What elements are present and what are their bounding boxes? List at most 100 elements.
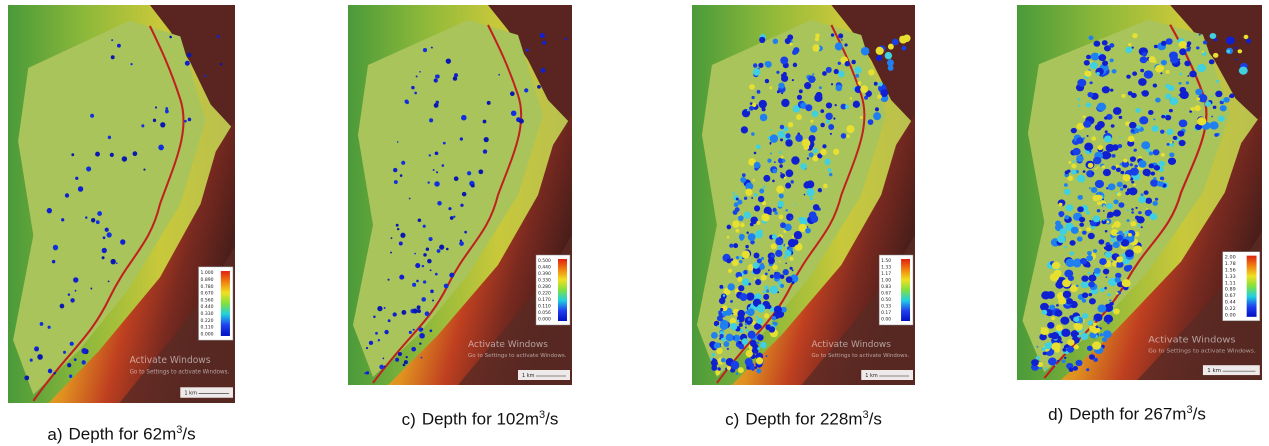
- flood-cell: [519, 119, 524, 124]
- flood-cell: [874, 82, 878, 86]
- flood-cell: [1072, 148, 1080, 155]
- flood-cell: [846, 125, 854, 133]
- flood-cell: [453, 216, 455, 218]
- flood-cell: [1104, 116, 1108, 119]
- flood-cell: [851, 60, 855, 65]
- flood-cell: [68, 293, 70, 296]
- flood-cell: [67, 363, 71, 367]
- flood-cell: [1229, 94, 1234, 99]
- flood-cell: [437, 249, 441, 253]
- watermark: Activate Windows: [468, 340, 548, 350]
- flood-cell: [110, 153, 114, 157]
- flood-cell: [425, 311, 430, 316]
- flood-cell: [756, 357, 763, 364]
- flood-cell: [754, 152, 757, 155]
- flood-cell: [1076, 123, 1084, 130]
- flood-cell: [1091, 53, 1100, 61]
- flood-cell: [786, 169, 794, 177]
- legend-label: 1.50: [881, 258, 891, 264]
- flood-cell: [53, 372, 55, 374]
- flood-cell: [1097, 305, 1106, 313]
- flood-cell: [1077, 335, 1080, 338]
- flood-cell: [737, 200, 742, 205]
- legend-label: 0.280: [538, 284, 551, 290]
- flood-cell: [1114, 221, 1121, 228]
- legend-label: 0.500: [538, 258, 551, 264]
- flood-cell: [1123, 184, 1127, 188]
- flood-cell: [779, 261, 781, 263]
- flood-cell: [1168, 85, 1175, 91]
- flood-cell: [1226, 36, 1235, 44]
- flood-cell: [429, 237, 433, 241]
- flood-cell: [1168, 158, 1176, 165]
- flood-cell: [1064, 215, 1069, 219]
- flood-cell: [1102, 86, 1110, 93]
- flood-cell: [770, 213, 772, 215]
- flood-cell: [711, 365, 717, 371]
- flood-cell: [746, 366, 749, 369]
- flood-cell: [111, 259, 116, 265]
- flood-cell: [369, 341, 373, 345]
- flood-cell: [793, 63, 797, 67]
- flood-cell: [1113, 308, 1120, 314]
- flood-cell: [779, 164, 783, 168]
- flood-cell: [1196, 97, 1200, 100]
- flood-cell: [1077, 79, 1086, 87]
- flood-cell: [1082, 292, 1088, 298]
- flood-cell: [1187, 75, 1189, 77]
- flood-cell: [822, 71, 827, 76]
- caption-text: Depth for 102m: [422, 410, 539, 429]
- flood-cell: [411, 86, 415, 90]
- flood-cell: [806, 188, 814, 196]
- flood-cell: [746, 350, 753, 357]
- flood-cell: [185, 61, 190, 66]
- flood-cell: [65, 193, 69, 197]
- flood-cell: [1235, 47, 1238, 49]
- flood-cell: [34, 346, 39, 351]
- flood-cell: [484, 137, 489, 142]
- flood-cell: [1079, 229, 1082, 231]
- legend-label: 0.330: [201, 311, 214, 317]
- flood-cell: [1090, 62, 1098, 69]
- flood-cell: [217, 35, 220, 38]
- flood-cell: [1077, 175, 1085, 183]
- flood-cell: [739, 323, 743, 327]
- flood-cell: [387, 279, 389, 281]
- flood-cell: [1166, 129, 1173, 135]
- flood-cell: [1117, 232, 1119, 234]
- flood-cell: [1140, 56, 1148, 63]
- flood-cell: [1120, 188, 1123, 191]
- flood-cell: [761, 274, 767, 280]
- flood-cell: [1105, 130, 1108, 133]
- flood-cell: [770, 153, 772, 155]
- flood-cell: [1113, 210, 1121, 217]
- flood-cell: [1142, 52, 1147, 56]
- flood-cell: [747, 308, 755, 316]
- flood-cell: [745, 245, 748, 248]
- flood-cell: [735, 207, 740, 212]
- flood-cell: [769, 326, 775, 332]
- flood-cell: [1151, 172, 1156, 176]
- flood-cell: [446, 248, 449, 251]
- flood-cell: [733, 243, 738, 248]
- flood-cell: [765, 79, 769, 83]
- flood-cell: [1031, 359, 1039, 366]
- flood-cell: [810, 197, 813, 200]
- flood-cell: [759, 100, 767, 108]
- flood-cell: [454, 73, 458, 77]
- flood-cell: [1104, 135, 1112, 142]
- flood-cell: [111, 55, 115, 59]
- flood-cell: [736, 256, 739, 259]
- flood-cell: [1128, 43, 1131, 46]
- legend-label: 2.00: [1225, 255, 1236, 261]
- flood-cell: [1074, 323, 1082, 331]
- flood-cell: [102, 248, 107, 253]
- flood-cell: [1131, 211, 1134, 213]
- flood-cell: [1064, 189, 1071, 195]
- flood-cell: [751, 197, 753, 199]
- flood-cell: [795, 134, 803, 142]
- flood-cell: [108, 136, 111, 139]
- flood-cell: [1161, 153, 1165, 157]
- flood-cell: [393, 312, 397, 316]
- flood-cell: [770, 134, 778, 142]
